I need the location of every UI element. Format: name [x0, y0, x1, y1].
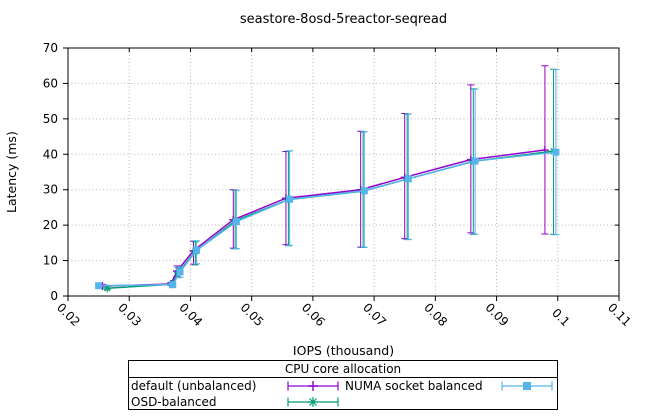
svg-text:20: 20: [43, 218, 58, 232]
legend-entry-empty: [343, 394, 557, 410]
svg-text:0.1: 0.1: [549, 306, 572, 329]
axis-ticks: [63, 47, 620, 301]
svg-text:70: 70: [43, 41, 58, 55]
gridlines: [68, 48, 619, 296]
legend-entries: default (unbalanced) NUMA socket balance…: [129, 378, 557, 410]
y-axis-label: Latency (ms): [4, 131, 19, 213]
legend-label: default (unbalanced): [131, 379, 257, 393]
svg-text:0.11: 0.11: [605, 300, 634, 329]
svg-text:30: 30: [43, 183, 58, 197]
legend-entry-osd-balanced: OSD-balanced: [129, 394, 343, 410]
legend-sample-osd-balanced-icon: [287, 397, 339, 407]
legend-entry-numa-socket-balanced: NUMA socket balanced: [343, 378, 557, 394]
legend-title: CPU core allocation: [129, 361, 557, 378]
svg-text:60: 60: [43, 76, 58, 90]
svg-text:40: 40: [43, 147, 58, 161]
legend-entry-default-unbalanced: default (unbalanced): [129, 378, 343, 394]
svg-text:0.06: 0.06: [299, 300, 328, 329]
svg-text:0.08: 0.08: [421, 300, 450, 329]
svg-text:0.07: 0.07: [360, 300, 389, 329]
svg-text:0.09: 0.09: [483, 300, 512, 329]
legend-sample-default-unbalanced-icon: [287, 381, 339, 391]
svg-text:50: 50: [43, 112, 58, 126]
svg-text:10: 10: [43, 254, 58, 268]
legend-sample-numa-socket-balanced-icon: [501, 381, 553, 391]
legend-label: NUMA socket balanced: [345, 379, 483, 393]
svg-text:0.05: 0.05: [238, 300, 267, 329]
chart-title: seastore-8osd-5reactor-seqread: [239, 12, 448, 27]
series-osd-balanced: [103, 68, 558, 293]
svg-text:0.04: 0.04: [176, 300, 205, 329]
x-axis-label: IOPS (thousand): [292, 343, 395, 358]
svg-text:0.03: 0.03: [115, 300, 144, 329]
legend-box: CPU core allocation default (unbalanced)…: [128, 360, 558, 410]
svg-text:0: 0: [50, 289, 58, 303]
legend-label: OSD-balanced: [131, 395, 217, 409]
series-default-unbalanced-: [98, 65, 549, 291]
series-numa-socket-balanced: [95, 69, 560, 290]
svg-text:0.02: 0.02: [54, 300, 83, 329]
plot-border: [67, 47, 620, 297]
plot-area: 0 10 20 30 40 50 60 70 0.02 0.03 0.04 0.05 0.06 0.07 0…: [43, 41, 634, 329]
